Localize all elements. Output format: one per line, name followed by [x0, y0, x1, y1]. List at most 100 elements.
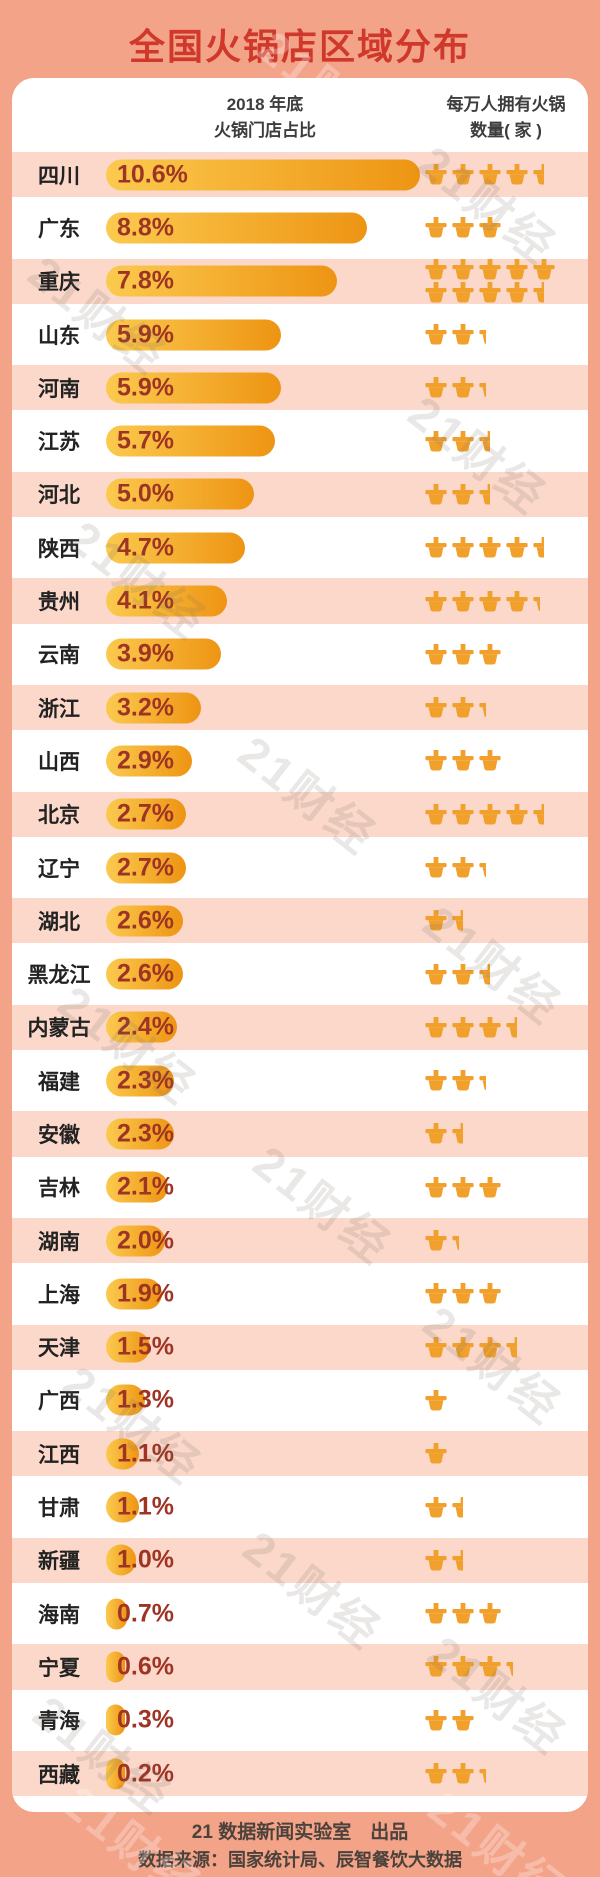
share-value: 1.5%	[117, 1332, 174, 1361]
share-value: 2.3%	[117, 1119, 174, 1148]
chart-card: 2018 年底 火锅门店占比 每万人拥有火锅 数量( 家 ) 四川 10.6% 广东…	[12, 78, 588, 1812]
province-row: 河北 5.0%	[12, 468, 588, 521]
row-inner: 湖南 2.0%	[12, 1214, 588, 1267]
hotpot-icon	[425, 643, 447, 665]
hotpot-icon	[479, 1769, 486, 1784]
share-value: 1.9%	[117, 1279, 174, 1308]
hotpot-icon	[425, 697, 447, 718]
density-icons	[424, 217, 588, 238]
hotpot-icon	[479, 483, 490, 505]
footer: 21 数据新闻实验室 出品 数据来源：国家统计局、辰智餐饮大数据	[0, 1820, 600, 1874]
column-headers: 2018 年底 火锅门店占比 每万人拥有火锅 数量( 家 )	[12, 78, 588, 148]
hotpot-icon-half	[451, 910, 463, 931]
density-icons	[424, 1016, 588, 1038]
share-bar-area: 5.9%	[106, 308, 424, 361]
row-inner: 黑龙江 2.6%	[12, 947, 588, 1000]
hotpot-icon-half	[532, 537, 544, 558]
province-row: 浙江 3.2%	[12, 681, 588, 734]
province-label: 江西	[38, 1443, 80, 1467]
density-icons	[424, 1070, 588, 1091]
share-bar	[106, 212, 367, 244]
hotpot-icon	[506, 259, 528, 280]
province-row: 云南 3.9%	[12, 628, 588, 681]
hotpot-icon-half	[505, 1016, 517, 1038]
hotpot-icon	[452, 643, 474, 665]
share-value: 3.2%	[117, 693, 174, 722]
share-bar-area: 10.6%	[106, 148, 424, 201]
province-row: 内蒙古 2.4%	[12, 1001, 588, 1054]
hotpot-icon	[452, 1123, 463, 1144]
hotpot-icon-half	[451, 1496, 463, 1518]
hotpot-icon	[425, 910, 447, 931]
row-inner: 河南 5.9%	[12, 361, 588, 414]
share-bar-area: 2.4%	[106, 1001, 424, 1054]
row-inner: 青海 0.3%	[12, 1694, 588, 1747]
hotpot-icon	[452, 750, 474, 771]
share-bar-area: 4.1%	[106, 574, 424, 627]
hotpot-icon	[425, 1389, 447, 1411]
share-bar-area: 0.7%	[106, 1587, 424, 1640]
row-inner: 山西 2.9%	[12, 734, 588, 787]
hotpot-icon	[479, 643, 501, 665]
share-bar	[106, 905, 183, 937]
share-value: 2.7%	[117, 853, 174, 881]
hotpot-icon	[479, 1283, 501, 1304]
share-bar-area: 7.8%	[106, 255, 424, 308]
density-icons	[424, 1763, 588, 1784]
source-line: 数据来源：国家统计局、辰智餐饮大数据	[138, 1849, 462, 1870]
hotpot-icon	[425, 1549, 447, 1571]
hotpot-icon	[425, 1656, 447, 1677]
share-bar	[106, 1544, 136, 1576]
province-label: 内蒙古	[27, 1017, 91, 1041]
hotpot-icon	[452, 1236, 459, 1251]
share-value: 2.6%	[117, 959, 174, 988]
share-value: 2.9%	[117, 746, 174, 775]
page-title: 全国火锅店区域分布	[128, 26, 471, 67]
province-label: 山东	[38, 324, 80, 348]
hotpot-icon	[425, 1016, 447, 1038]
province-row: 甘肃 1.1%	[12, 1480, 588, 1533]
hotpot-icon	[479, 1016, 501, 1038]
share-bar	[106, 638, 222, 670]
hotpot-icon	[425, 324, 447, 345]
share-bar	[106, 1704, 125, 1736]
hotpot-icon	[506, 282, 528, 303]
province-label: 福建	[38, 1070, 80, 1094]
density-icons	[424, 483, 588, 505]
hotpot-icon	[425, 963, 447, 985]
hotpot-icon	[452, 857, 474, 878]
province-row: 重庆 7.8%	[12, 255, 588, 308]
hotpot-icon	[452, 537, 474, 558]
share-bar	[106, 425, 275, 457]
share-bar-area: 2.6%	[106, 947, 424, 1000]
hotpot-icon	[452, 1709, 474, 1731]
hotpot-icon	[506, 1662, 513, 1677]
density-icons	[424, 1230, 588, 1251]
province-row: 广东 8.8%	[12, 201, 588, 254]
province-row: 江西 1.1%	[12, 1427, 588, 1480]
province-row: 西藏 0.2%	[12, 1747, 588, 1800]
density-icons	[424, 537, 588, 558]
share-bar-area: 2.3%	[106, 1107, 424, 1160]
hotpot-icon	[506, 1016, 517, 1038]
province-row: 海南 0.7%	[12, 1587, 588, 1640]
hotpot-icon	[479, 750, 501, 771]
share-value: 10.6%	[117, 160, 188, 189]
share-bar	[106, 1491, 139, 1523]
province-row: 湖北 2.6%	[12, 894, 588, 947]
province-label: 山西	[38, 750, 80, 774]
province-label: 河南	[38, 377, 80, 401]
hotpot-icon-quarter	[478, 857, 486, 878]
province-row: 江苏 5.7%	[12, 414, 588, 467]
row-inner: 山东 5.9%	[12, 308, 588, 361]
hotpot-icon	[452, 1549, 463, 1571]
row-inner: 新疆 1.0%	[12, 1534, 588, 1587]
share-bar-area: 3.9%	[106, 628, 424, 681]
province-label: 江苏	[38, 431, 80, 455]
province-label: 吉林	[38, 1177, 80, 1201]
hotpot-icon	[479, 282, 501, 303]
share-value: 3.9%	[117, 639, 174, 668]
density-icons	[424, 1123, 588, 1144]
density-icons	[424, 1283, 588, 1304]
